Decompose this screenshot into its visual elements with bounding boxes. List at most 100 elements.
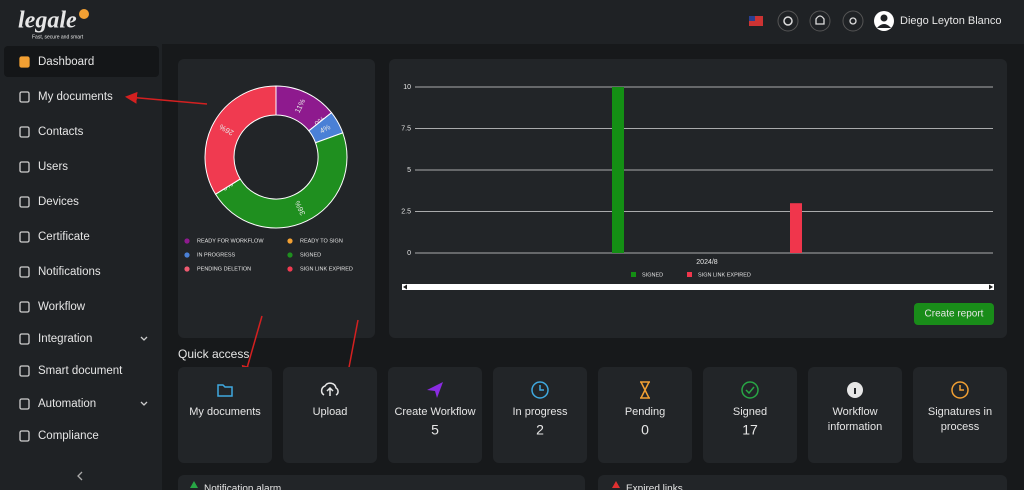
- legend-label[interactable]: IN PROGRESS: [197, 252, 236, 258]
- panel: [178, 475, 585, 490]
- quick-access-card[interactable]: [703, 367, 797, 463]
- scroll-right[interactable]: [989, 284, 993, 290]
- menu-item[interactable]: Compliance: [38, 430, 99, 442]
- menu-icon: [19, 430, 30, 442]
- menu-item[interactable]: Notifications: [38, 266, 101, 278]
- scroll-left[interactable]: [403, 284, 407, 290]
- theme-button[interactable]: [842, 10, 864, 32]
- menu-item[interactable]: Smart document: [38, 365, 123, 377]
- y-tick-label: 2.5: [401, 208, 411, 215]
- card-label[interactable]: Upload: [313, 406, 348, 418]
- card-label[interactable]: Create Workflow: [394, 406, 475, 418]
- menu-icon: [19, 91, 30, 103]
- quick-access-card[interactable]: [598, 367, 692, 463]
- collapse-toggle[interactable]: [77, 471, 83, 481]
- y-tick-label: 10: [403, 84, 411, 91]
- legend-label[interactable]: PENDING DELETION: [197, 266, 251, 272]
- y-tick-label: 7.5: [401, 125, 411, 132]
- scrollbar[interactable]: [402, 284, 994, 290]
- panel-title: Expired links: [626, 484, 683, 490]
- legend-swatch: [687, 272, 692, 277]
- menu-item[interactable]: Dashboard: [38, 56, 94, 68]
- icon: [640, 381, 650, 399]
- quick-access-card[interactable]: [388, 367, 482, 463]
- bell-icon: [815, 15, 825, 25]
- menu-item[interactable]: Devices: [38, 196, 79, 208]
- card-count: 0: [641, 422, 649, 438]
- logo-tagline: Fast, secure and smart: [32, 34, 84, 40]
- menu-icon: [19, 301, 30, 313]
- menu-item[interactable]: Contacts: [38, 126, 84, 138]
- bell-button[interactable]: [809, 10, 831, 32]
- card-count: 5: [431, 422, 439, 438]
- card-label[interactable]: My documents: [189, 406, 261, 418]
- menu-item[interactable]: Automation: [38, 398, 96, 410]
- section-title: Quick access: [178, 347, 249, 361]
- legend-swatch: [287, 238, 293, 244]
- icon: [427, 382, 443, 398]
- icon-mark: [959, 385, 964, 391]
- card-label[interactable]: Pending: [625, 406, 665, 418]
- legend-label[interactable]: SIGNED: [642, 272, 663, 278]
- menu-icon: [19, 126, 30, 138]
- quick-access-card[interactable]: [808, 367, 902, 463]
- icon-mark: [539, 385, 544, 391]
- card-label[interactable]: In progress: [512, 406, 568, 418]
- card-label[interactable]: Workflow information: [828, 406, 882, 433]
- sidebar: [0, 0, 162, 490]
- sun-icon: [849, 17, 857, 25]
- create-report-button[interactable]: [914, 303, 994, 325]
- legend-label[interactable]: SIGN LINK EXPIRED: [698, 272, 751, 278]
- menu-item[interactable]: Integration: [38, 333, 92, 345]
- card-label[interactable]: Signatures in process: [928, 406, 992, 433]
- menu-item[interactable]: Certificate: [38, 231, 90, 243]
- donut-slice: [204, 85, 277, 195]
- icon: [951, 381, 969, 399]
- arrow: [241, 315, 263, 378]
- user-name[interactable]: Diego Leyton Blanco: [900, 15, 1002, 27]
- logo[interactable]: legale: [18, 8, 77, 34]
- quick-access-card[interactable]: [913, 367, 1007, 463]
- donut-slice: [214, 132, 348, 229]
- avatar-body: [877, 24, 891, 28]
- card-label[interactable]: Signed: [733, 406, 767, 418]
- legend-swatch: [184, 266, 190, 272]
- flag[interactable]: [749, 16, 763, 26]
- legend-label[interactable]: READY FOR WORKFLOW: [197, 238, 264, 244]
- legend-label[interactable]: READY TO SIGN: [300, 238, 343, 244]
- menu-item[interactable]: Users: [38, 161, 68, 173]
- panel: [598, 475, 1007, 490]
- legend-label[interactable]: SIGNED: [300, 252, 321, 258]
- card-count: 17: [742, 422, 758, 438]
- submenu-chevron: [140, 336, 148, 341]
- menu-icon: [19, 365, 30, 377]
- top-bar: [162, 0, 1024, 44]
- support-icon: [783, 16, 793, 26]
- y-tick-label: 5: [407, 167, 411, 174]
- bar: [612, 87, 624, 253]
- menu-icon: [19, 266, 30, 278]
- quick-access-card[interactable]: [283, 367, 377, 463]
- bar-card: [389, 59, 1007, 338]
- legend-label[interactable]: SIGN LINK EXPIRED: [300, 266, 353, 272]
- bar: [790, 203, 802, 253]
- create-report-label[interactable]: Create report: [925, 309, 984, 320]
- icon: [741, 381, 759, 399]
- avatar-head: [880, 14, 888, 22]
- icon: [531, 381, 549, 399]
- icon-mark: [854, 388, 856, 394]
- menu-item[interactable]: My documents: [38, 91, 113, 103]
- quick-access-card[interactable]: [493, 367, 587, 463]
- legend-swatch: [287, 266, 293, 272]
- menu-icon: [19, 333, 30, 345]
- menu-icon: [19, 196, 30, 208]
- menu-item[interactable]: Workflow: [38, 301, 86, 313]
- support-button[interactable]: [777, 10, 799, 32]
- quick-access-card[interactable]: [178, 367, 272, 463]
- active-item-bg: [4, 46, 159, 77]
- menu-icon: [19, 161, 30, 173]
- submenu-chevron: [140, 401, 148, 406]
- menu-icon: [19, 56, 30, 68]
